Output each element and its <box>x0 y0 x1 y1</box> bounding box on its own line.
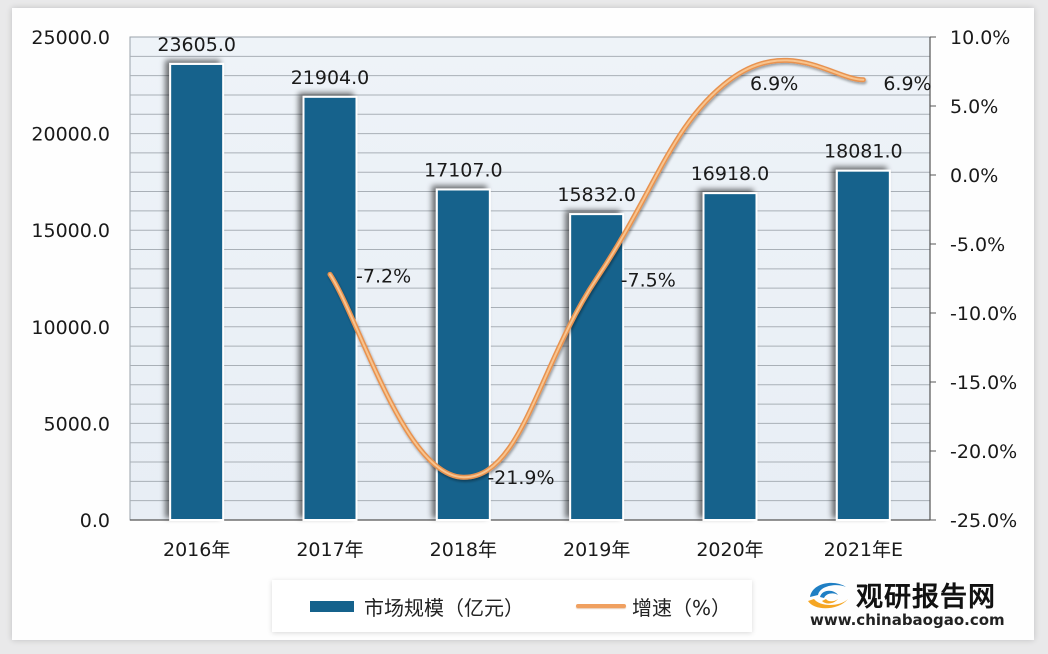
bar <box>569 213 625 521</box>
bar-value-label: 21904.0 <box>291 67 370 89</box>
x-tick-label: 2016年 <box>163 539 230 561</box>
right-tick-label: -5.0% <box>950 234 1005 256</box>
plot-area <box>129 36 931 521</box>
x-tick-label: 2021年E <box>824 539 903 561</box>
x-axis-labels: 2016年 2017年 2018年 2019年 2020年 2021年E <box>163 539 903 561</box>
right-axis: 10.0% 5.0% 0.0% -5.0% -10.0% -15.0% -20.0% -25.… <box>929 27 1017 532</box>
growth-value-label: 6.9% <box>750 73 798 95</box>
right-tick-label: 10.0% <box>950 27 1010 49</box>
right-tick-label: -15.0% <box>950 372 1017 394</box>
bar-value-label: 15832.0 <box>557 184 636 206</box>
growth-line-series <box>327 57 866 480</box>
x-tick-label: 2017年 <box>296 539 363 561</box>
x-tick-label: 2019年 <box>563 539 630 561</box>
brand-url: www.chinabaogao.com <box>810 611 1005 629</box>
legend: 市场规模（亿元） 增速（%） <box>272 580 752 632</box>
bar-value-label: 18081.0 <box>824 141 903 163</box>
line-data-labels: -7.2% -21.9% -7.5% 6.9% 6.9% <box>356 73 932 489</box>
growth-value-label: -7.2% <box>356 265 411 287</box>
bar-series <box>169 62 891 522</box>
left-tick-label: 10000.0 <box>31 317 110 339</box>
right-tick-label: -20.0% <box>950 441 1017 463</box>
right-tick-label: 0.0% <box>950 165 998 187</box>
brand-logo-icon <box>808 582 848 609</box>
bar <box>835 169 891 521</box>
x-tick-label: 2020年 <box>696 539 763 561</box>
left-tick-label: 15000.0 <box>31 220 110 242</box>
bar-swatch-icon <box>310 600 354 612</box>
legend-item-growth: 增速（%） <box>576 592 731 621</box>
bar-value-label: 23605.0 <box>157 34 236 56</box>
bar <box>169 62 225 522</box>
left-axis: 25000.0 20000.0 15000.0 10000.0 5000.0 0.0 <box>31 27 110 532</box>
legend-label-market-size: 市场规模（亿元） <box>364 595 524 620</box>
gridlines <box>130 55 930 502</box>
bar <box>435 188 491 521</box>
brand-watermark: 观研报告网 www.chinabaogao.com <box>800 575 1030 635</box>
x-tick-label: 2018年 <box>430 539 497 561</box>
left-tick-label: 25000.0 <box>31 27 110 49</box>
left-tick-label: 5000.0 <box>44 413 110 435</box>
legend-label-growth: 增速（%） <box>632 595 732 620</box>
left-tick-label: 20000.0 <box>31 124 110 146</box>
bar-data-labels: 23605.0 21904.0 17107.0 15832.0 16918.0 18081… <box>157 34 902 206</box>
right-tick-label: 5.0% <box>950 96 998 118</box>
brand-name: 观研报告网 <box>856 582 996 613</box>
growth-value-label: -21.9% <box>487 467 554 489</box>
bar <box>702 192 758 522</box>
bar-value-label: 17107.0 <box>424 159 503 181</box>
right-tick-label: -10.0% <box>950 303 1017 325</box>
right-tick-label: -25.0% <box>950 510 1017 532</box>
line-swatch-icon <box>576 604 626 608</box>
legend-item-market-size: 市场规模（亿元） <box>310 592 524 621</box>
bar-value-label: 16918.0 <box>691 163 770 185</box>
left-tick-label: 0.0 <box>80 510 110 532</box>
growth-value-label: 6.9% <box>883 73 931 95</box>
growth-value-label: -7.5% <box>621 270 676 292</box>
